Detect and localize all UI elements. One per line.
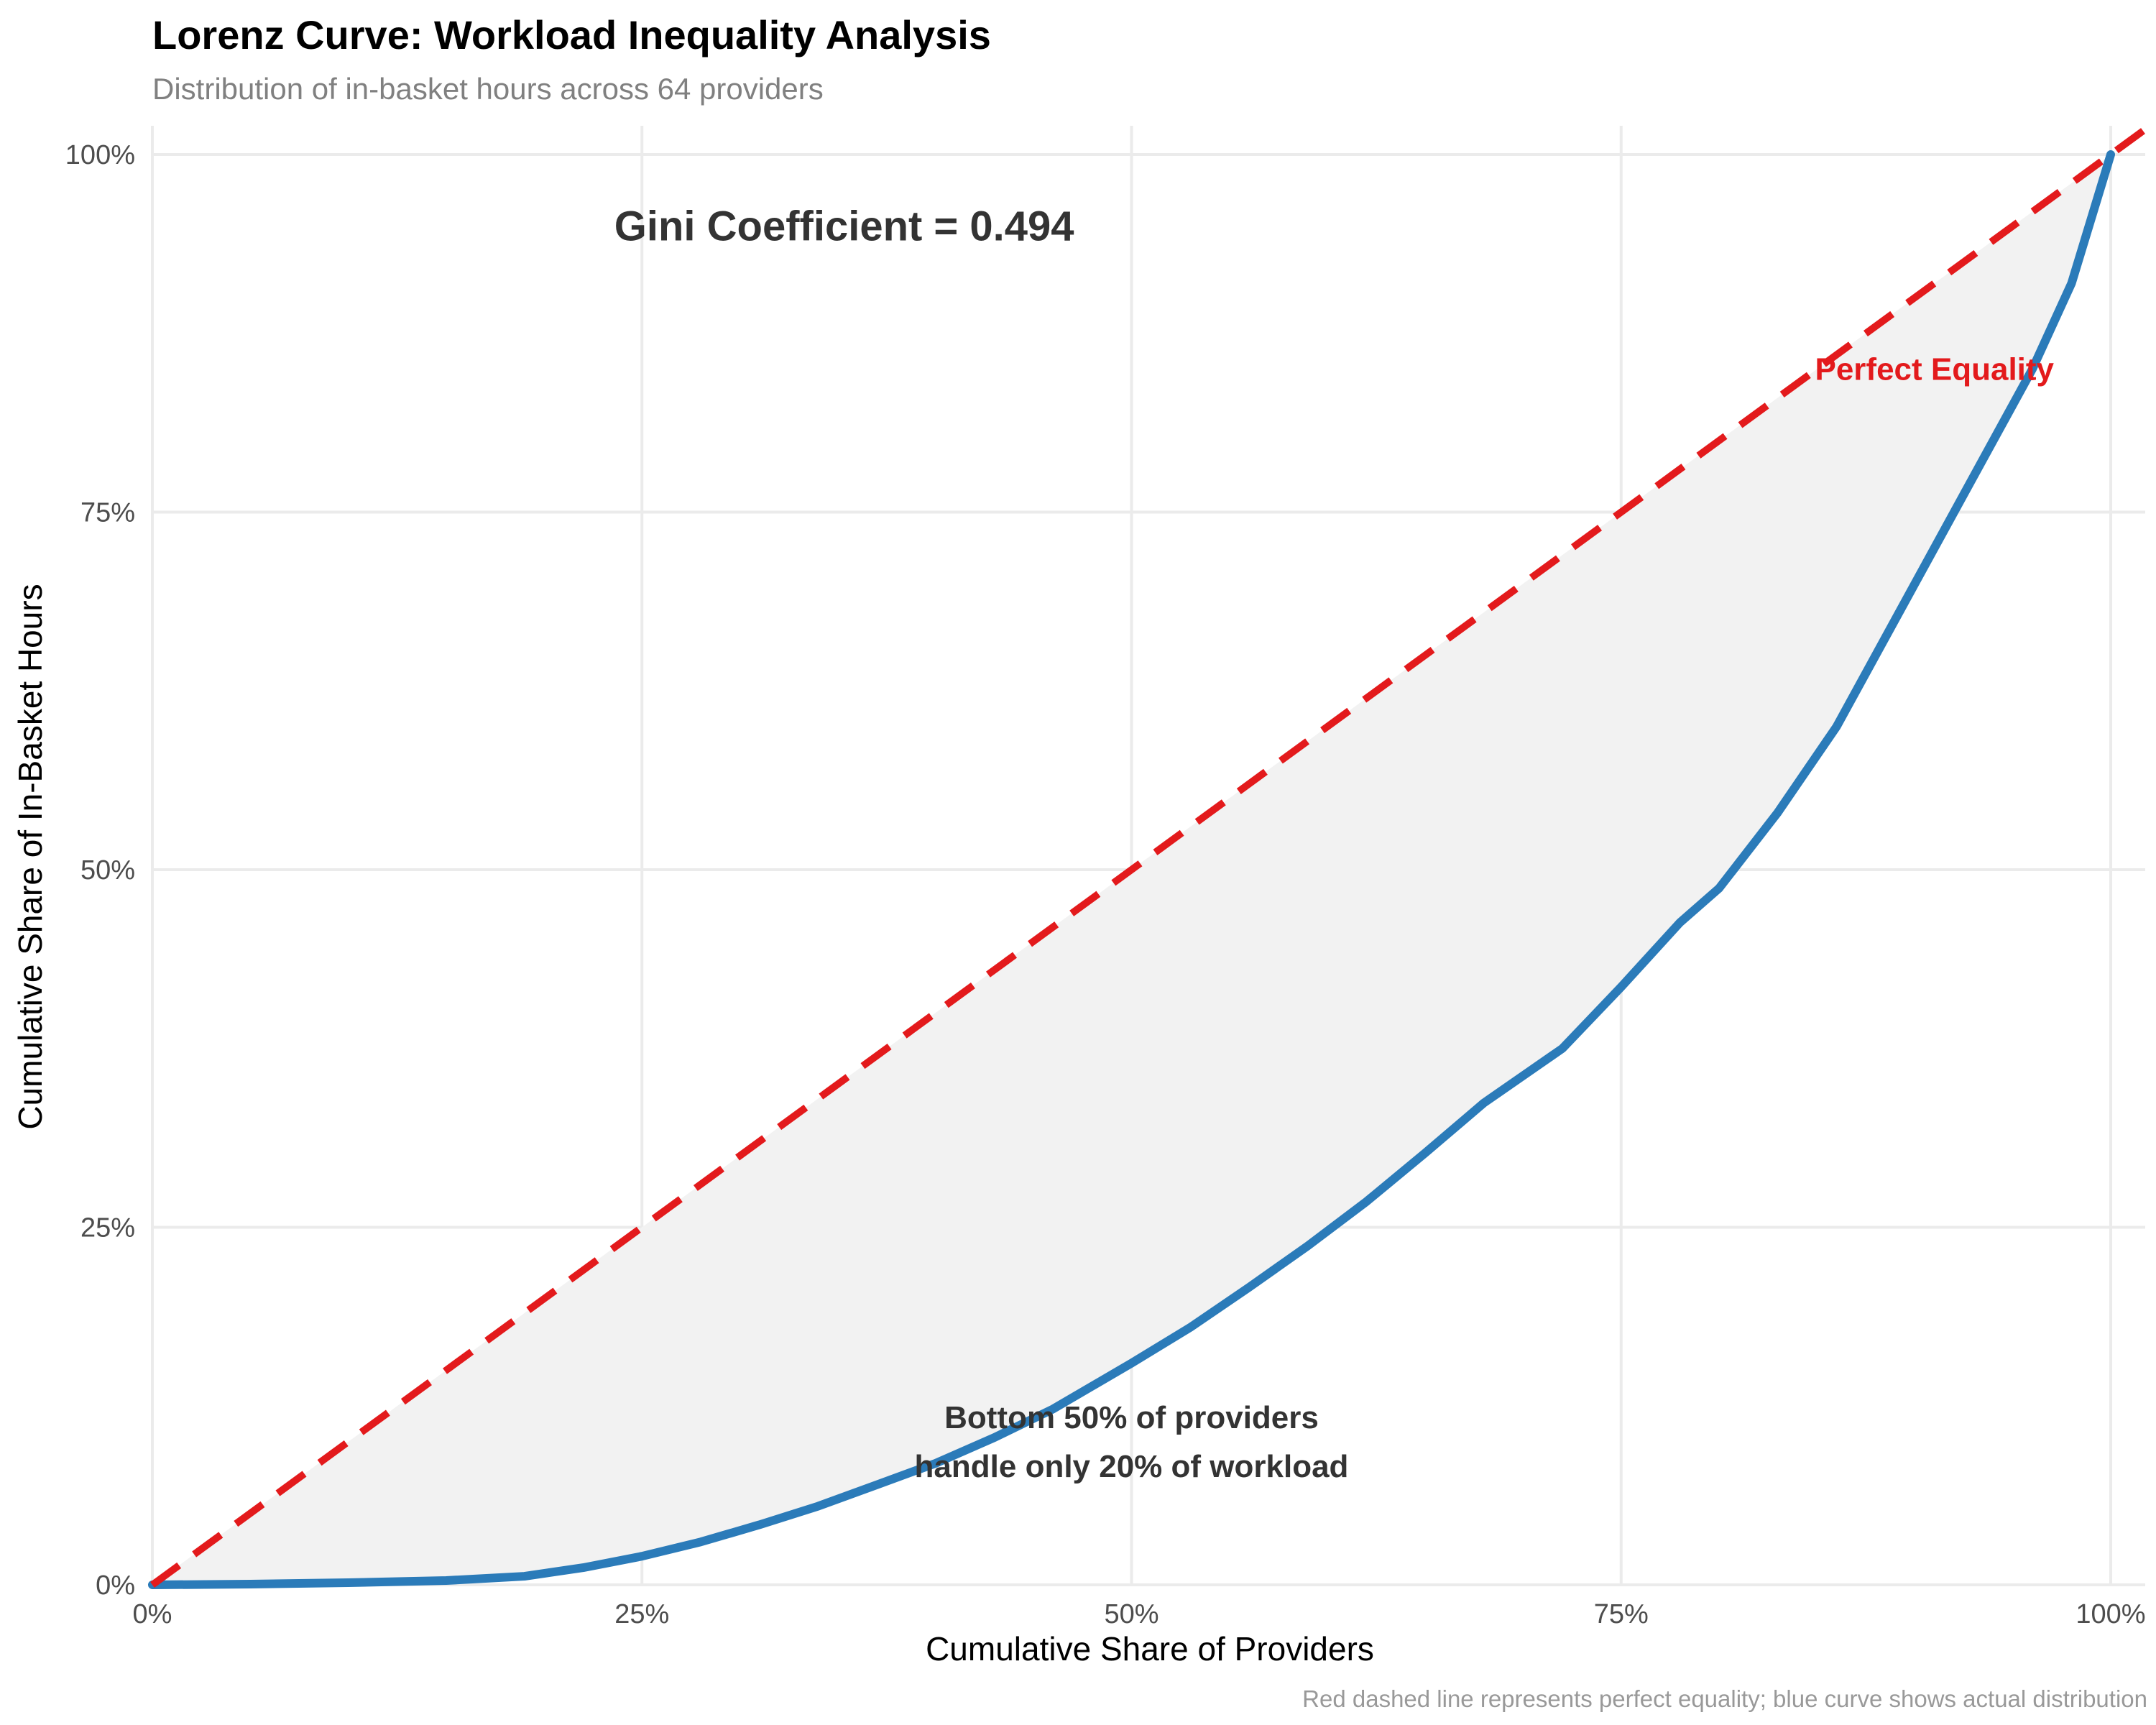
chart-title: Lorenz Curve: Workload Inequality Analys… [152,12,991,58]
y-tick-label-2: 50% [80,855,135,886]
chart-caption: Red dashed line represents perfect equal… [1302,1685,2147,1712]
gini-annotation: Gini Coefficient = 0.494 [614,203,1074,250]
x-tick-label-3: 75% [1594,1599,1649,1629]
annotations: Gini Coefficient = 0.494 Bottom 50% of pr… [614,203,2055,1485]
y-axis-ticks: 0% 25% 50% 75% 100% [65,140,135,1601]
lorenz-curve [148,150,2115,1589]
x-tick-label-4: 100% [2076,1599,2145,1629]
x-tick-label-0: 0% [133,1599,172,1629]
y-tick-label-0: 0% [96,1570,135,1601]
x-tick-label-1: 25% [614,1599,669,1629]
x-axis-title: Cumulative Share of Providers [926,1630,1374,1668]
bottom-annotation-line-1: handle only 20% of workload [915,1449,1349,1484]
x-tick-label-2: 50% [1104,1599,1158,1629]
y-tick-label-3: 75% [80,498,135,528]
chart-subtitle: Distribution of in-basket hours across 6… [152,72,824,106]
x-axis-ticks: 0% 25% 50% 75% 100% [133,1599,2146,1629]
y-tick-label-1: 25% [80,1213,135,1243]
equality-annotation: Perfect Equality [1815,352,2054,387]
bottom-annotation-line-0: Bottom 50% of providers [944,1400,1319,1435]
y-tick-label-4: 100% [65,140,135,170]
y-axis-title: Cumulative Share of In-Basket Hours [11,584,49,1129]
